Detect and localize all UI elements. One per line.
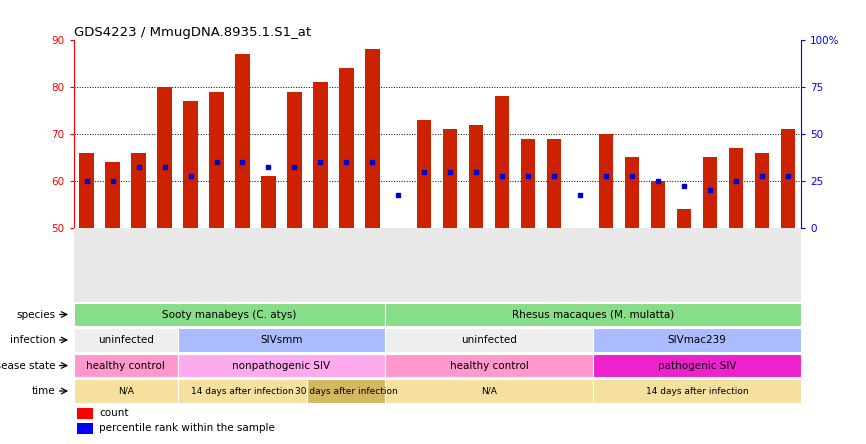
Text: N/A: N/A xyxy=(118,387,133,396)
Bar xyxy=(599,134,613,228)
Text: percentile rank within the sample: percentile rank within the sample xyxy=(99,423,275,433)
Bar xyxy=(703,158,717,228)
Bar xyxy=(385,303,801,326)
Bar xyxy=(178,379,307,403)
Text: count: count xyxy=(99,408,128,418)
Bar xyxy=(547,139,561,228)
Bar xyxy=(74,354,178,377)
Bar xyxy=(651,181,665,228)
Bar xyxy=(593,328,801,352)
Text: disease state: disease state xyxy=(0,361,55,370)
Bar xyxy=(365,49,379,228)
Bar xyxy=(77,408,94,419)
Text: SIVsmm: SIVsmm xyxy=(260,335,303,345)
Text: uninfected: uninfected xyxy=(462,335,517,345)
Bar xyxy=(593,379,801,403)
Bar xyxy=(339,68,353,228)
Text: pathogenic SIV: pathogenic SIV xyxy=(658,361,736,370)
Bar xyxy=(236,54,249,228)
Text: 14 days after infection: 14 days after infection xyxy=(191,387,294,396)
Text: 30 days after infection: 30 days after infection xyxy=(295,387,397,396)
Bar xyxy=(178,328,385,352)
Bar xyxy=(77,423,94,434)
Bar xyxy=(288,91,301,228)
Text: Sooty manabeys (C. atys): Sooty manabeys (C. atys) xyxy=(162,309,297,320)
Bar xyxy=(80,153,94,228)
Bar xyxy=(313,82,327,228)
Bar xyxy=(625,158,639,228)
Bar xyxy=(74,303,385,326)
Text: time: time xyxy=(32,386,55,396)
Text: SIVmac239: SIVmac239 xyxy=(668,335,727,345)
Bar xyxy=(417,120,431,228)
Text: species: species xyxy=(16,309,55,320)
Bar xyxy=(385,354,593,377)
Text: uninfected: uninfected xyxy=(98,335,153,345)
Bar xyxy=(781,129,795,228)
Bar xyxy=(521,139,535,228)
Text: Rhesus macaques (M. mulatta): Rhesus macaques (M. mulatta) xyxy=(512,309,675,320)
Text: nonpathogenic SIV: nonpathogenic SIV xyxy=(232,361,331,370)
Text: healthy control: healthy control xyxy=(86,361,165,370)
Bar xyxy=(106,162,120,228)
Bar xyxy=(74,379,178,403)
Bar xyxy=(593,354,801,377)
Text: GDS4223 / MmugDNA.8935.1.S1_at: GDS4223 / MmugDNA.8935.1.S1_at xyxy=(74,26,311,39)
Bar xyxy=(132,153,145,228)
Bar xyxy=(443,129,457,228)
Bar xyxy=(184,101,197,228)
Bar xyxy=(210,91,223,228)
Bar xyxy=(262,176,275,228)
Bar xyxy=(385,328,593,352)
Bar xyxy=(677,209,691,228)
Text: infection: infection xyxy=(10,335,55,345)
Bar xyxy=(729,148,743,228)
Bar xyxy=(385,379,593,403)
Text: healthy control: healthy control xyxy=(449,361,529,370)
Bar xyxy=(307,379,385,403)
Bar xyxy=(755,153,769,228)
Bar xyxy=(74,328,178,352)
Text: N/A: N/A xyxy=(481,387,497,396)
Bar xyxy=(495,96,509,228)
Bar xyxy=(469,124,483,228)
Bar xyxy=(178,354,385,377)
Bar xyxy=(158,87,171,228)
Text: 14 days after infection: 14 days after infection xyxy=(646,387,748,396)
